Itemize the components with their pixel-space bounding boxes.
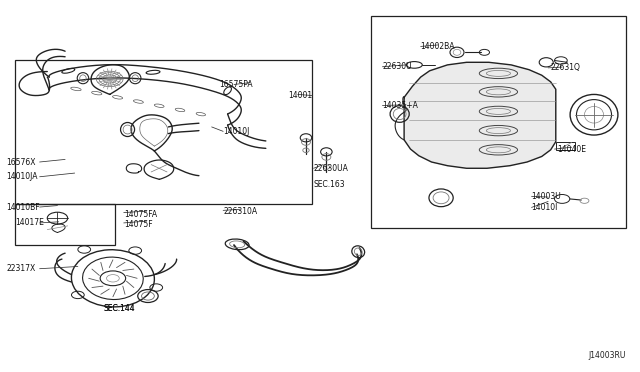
Text: 14017E: 14017E bbox=[15, 218, 44, 227]
Text: 22631Q: 22631Q bbox=[550, 63, 580, 72]
Text: 14040E: 14040E bbox=[557, 145, 586, 154]
Bar bbox=[556, 142, 575, 150]
Text: 226310A: 226310A bbox=[223, 206, 257, 216]
Text: 16575PA: 16575PA bbox=[220, 80, 253, 89]
Text: J14003RU: J14003RU bbox=[589, 351, 626, 360]
Bar bbox=[15, 205, 115, 245]
Text: SEC.144: SEC.144 bbox=[103, 304, 135, 313]
Text: 14010I: 14010I bbox=[532, 203, 558, 212]
Text: SEC.144: SEC.144 bbox=[103, 304, 135, 313]
Text: 22630UA: 22630UA bbox=[314, 164, 349, 173]
Text: 14075F: 14075F bbox=[124, 220, 152, 229]
Text: 14010J: 14010J bbox=[223, 127, 250, 136]
Polygon shape bbox=[404, 62, 556, 168]
Text: 16576X: 16576X bbox=[6, 157, 36, 167]
Text: 14001: 14001 bbox=[288, 91, 312, 100]
Text: 14035+A: 14035+A bbox=[383, 101, 419, 110]
Text: 14075FA: 14075FA bbox=[124, 210, 157, 219]
Bar bbox=[15, 61, 312, 205]
Text: 22630U: 22630U bbox=[383, 62, 412, 71]
Text: SEC.163: SEC.163 bbox=[314, 180, 345, 189]
Text: 14003U: 14003U bbox=[532, 192, 561, 201]
Text: 14002BA: 14002BA bbox=[420, 42, 455, 51]
Text: 22317X: 22317X bbox=[6, 264, 36, 273]
Text: 14010JA: 14010JA bbox=[6, 172, 38, 181]
Bar bbox=[371, 16, 626, 228]
Text: 14010BF: 14010BF bbox=[6, 202, 40, 212]
